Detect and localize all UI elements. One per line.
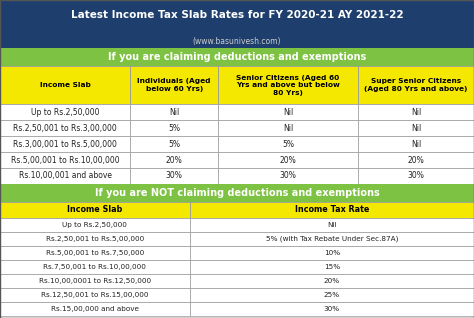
Text: Nil: Nil [411, 124, 421, 133]
Bar [0, 120, 130, 136]
Text: If you are claiming deductions and exemptions: If you are claiming deductions and exemp… [108, 52, 366, 62]
Bar [358, 168, 474, 184]
Bar [190, 302, 474, 316]
Bar [358, 136, 474, 152]
Text: Rs.2,50,001 to Rs.3,00,000: Rs.2,50,001 to Rs.3,00,000 [13, 124, 117, 133]
Text: 20%: 20% [166, 156, 182, 164]
Text: (www.basunivesh.com): (www.basunivesh.com) [193, 37, 281, 46]
Text: Rs.5,00,001 to Rs.7,50,000: Rs.5,00,001 to Rs.7,50,000 [46, 250, 144, 256]
Bar [190, 246, 474, 260]
Bar [0, 136, 130, 152]
Text: Nil: Nil [169, 108, 179, 117]
Text: 20%: 20% [280, 156, 296, 164]
Bar [190, 218, 474, 232]
Bar [0, 260, 190, 274]
Bar [130, 120, 218, 136]
Bar [130, 66, 218, 104]
Bar [358, 120, 474, 136]
Text: Rs.2,50,001 to Rs.5,00,000: Rs.2,50,001 to Rs.5,00,000 [46, 236, 144, 242]
Text: 25%: 25% [324, 292, 340, 298]
Bar [130, 136, 218, 152]
Text: Super Senior Citizens
(Aged 80 Yrs and above): Super Senior Citizens (Aged 80 Yrs and a… [364, 78, 468, 92]
Text: Income Tax Rate: Income Tax Rate [295, 205, 369, 214]
Text: Rs.3,00,001 to Rs.5,00,000: Rs.3,00,001 to Rs.5,00,000 [13, 140, 117, 149]
Text: Up to Rs.2,50,000: Up to Rs.2,50,000 [31, 108, 100, 117]
Text: Rs.15,00,000 and above: Rs.15,00,000 and above [51, 306, 139, 312]
Text: Income Slab: Income Slab [40, 82, 91, 88]
Bar [0, 302, 190, 316]
Bar [358, 104, 474, 120]
Text: 5% (with Tax Rebate Under Sec.87A): 5% (with Tax Rebate Under Sec.87A) [265, 236, 398, 242]
Text: 30%: 30% [280, 171, 296, 181]
Bar [358, 152, 474, 168]
Bar [0, 66, 130, 104]
Bar [0, 0, 474, 35]
Bar [218, 152, 358, 168]
Text: 15%: 15% [324, 264, 340, 270]
Bar [0, 202, 190, 218]
Bar [0, 104, 130, 120]
Bar [0, 35, 474, 48]
Text: Rs.5,00,001 to Rs.10,00,000: Rs.5,00,001 to Rs.10,00,000 [11, 156, 119, 164]
Text: 30%: 30% [324, 306, 340, 312]
Text: 20%: 20% [324, 278, 340, 284]
Text: Nil: Nil [327, 222, 337, 228]
Bar [190, 202, 474, 218]
Text: Senior Citizens (Aged 60
Yrs and above but below
80 Yrs): Senior Citizens (Aged 60 Yrs and above b… [236, 75, 340, 96]
Text: Nil: Nil [411, 140, 421, 149]
Bar [218, 120, 358, 136]
Bar [218, 168, 358, 184]
Bar [190, 274, 474, 288]
Text: 30%: 30% [166, 171, 182, 181]
Text: Up to Rs.2,50,000: Up to Rs.2,50,000 [63, 222, 127, 228]
Bar [0, 246, 190, 260]
Bar [130, 168, 218, 184]
Text: Rs.10,00,001 and above: Rs.10,00,001 and above [18, 171, 112, 181]
Bar [0, 274, 190, 288]
Bar [0, 218, 190, 232]
Text: Latest Income Tax Slab Rates for FY 2020-21 AY 2021-22: Latest Income Tax Slab Rates for FY 2020… [71, 10, 403, 20]
Bar [190, 260, 474, 274]
Bar [190, 232, 474, 246]
Text: Income Slab: Income Slab [67, 205, 122, 214]
Text: 30%: 30% [408, 171, 424, 181]
Text: 5%: 5% [282, 140, 294, 149]
Bar [0, 184, 474, 202]
Bar [130, 104, 218, 120]
Bar [218, 104, 358, 120]
Text: 5%: 5% [168, 124, 180, 133]
Bar [218, 66, 358, 104]
Text: Nil: Nil [283, 124, 293, 133]
Text: Individuals (Aged
below 60 Yrs): Individuals (Aged below 60 Yrs) [137, 78, 211, 92]
Bar [130, 152, 218, 168]
Text: Rs.12,50,001 to Rs.15,00,000: Rs.12,50,001 to Rs.15,00,000 [41, 292, 148, 298]
Bar [0, 152, 130, 168]
Text: Rs.7,50,001 to Rs.10,00,000: Rs.7,50,001 to Rs.10,00,000 [43, 264, 146, 270]
Bar [0, 232, 190, 246]
Bar [0, 288, 190, 302]
Text: Rs.10,00,0001 to Rs.12,50,000: Rs.10,00,0001 to Rs.12,50,000 [39, 278, 151, 284]
Text: 5%: 5% [168, 140, 180, 149]
Bar [0, 168, 130, 184]
Bar [0, 48, 474, 66]
Bar [218, 136, 358, 152]
Text: If you are NOT claiming deductions and exemptions: If you are NOT claiming deductions and e… [95, 188, 379, 198]
Text: Nil: Nil [283, 108, 293, 117]
Text: 10%: 10% [324, 250, 340, 256]
Bar [190, 288, 474, 302]
Bar [358, 66, 474, 104]
Text: Nil: Nil [411, 108, 421, 117]
Text: 20%: 20% [408, 156, 424, 164]
